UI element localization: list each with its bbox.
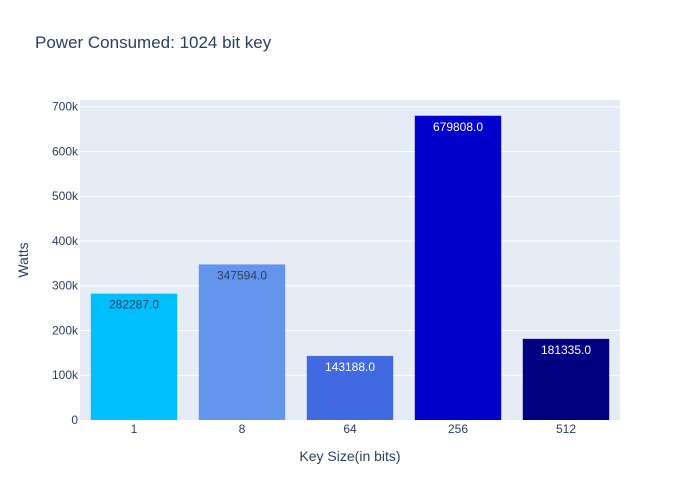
x-tick-label: 512	[556, 422, 576, 436]
y-tick-label: 300k	[52, 279, 79, 293]
data-labels: 282287.0 347594.0 143188.0 679808.0 181335.0	[109, 120, 591, 374]
x-axis-ticks: 1 8 64 256 512	[131, 422, 577, 436]
x-tick-label: 1	[131, 422, 138, 436]
bar-value-label: 181335.0	[541, 343, 591, 357]
y-tick-label: 200k	[52, 323, 79, 337]
bar	[90, 293, 178, 420]
bar-value-label: 282287.0	[109, 298, 159, 312]
chart-title: Power Consumed: 1024 bit key	[35, 33, 272, 52]
bar	[306, 355, 394, 420]
bar	[414, 115, 502, 420]
x-tick-label: 64	[343, 422, 357, 436]
bars	[90, 115, 610, 420]
bar-value-label: 143188.0	[325, 360, 375, 374]
y-axis-title: Watts	[15, 242, 31, 277]
x-axis-title: Key Size(in bits)	[299, 448, 400, 464]
x-tick-label: 8	[239, 422, 246, 436]
bar	[522, 338, 610, 420]
y-tick-label: 0	[71, 413, 78, 427]
bar-value-label: 679808.0	[433, 120, 483, 134]
y-tick-label: 400k	[52, 234, 79, 248]
bar-value-label: 347594.0	[217, 268, 267, 282]
y-tick-label: 600k	[52, 144, 79, 158]
x-tick-label: 256	[448, 422, 468, 436]
y-tick-label: 100k	[52, 368, 79, 382]
y-tick-label: 700k	[52, 100, 79, 114]
y-tick-label: 500k	[52, 189, 79, 203]
bar	[198, 264, 286, 420]
y-axis-ticks: 0 100k 200k 300k 400k 500k 600k 700k	[52, 100, 79, 427]
